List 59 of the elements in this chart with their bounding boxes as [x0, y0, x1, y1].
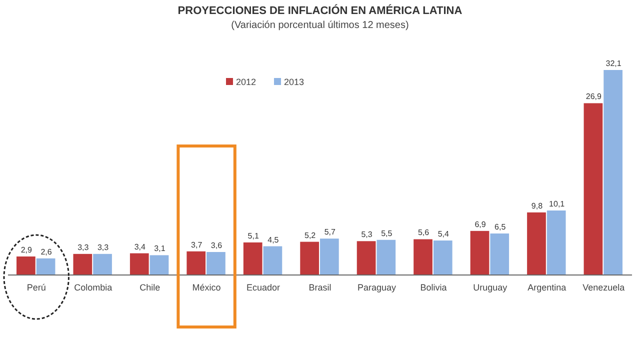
- bar: [93, 254, 112, 275]
- bar: [150, 255, 169, 275]
- x-tick-label: México: [192, 282, 221, 292]
- bar: [433, 240, 452, 275]
- x-tick-label: Paraguay: [357, 282, 396, 292]
- data-label: 3,4: [134, 242, 146, 252]
- data-label: 32,1: [606, 59, 622, 68]
- bar: [604, 70, 622, 275]
- bar: [300, 242, 319, 275]
- data-label: 5,6: [418, 228, 430, 238]
- legend-label: 2012: [236, 77, 256, 87]
- data-label: 6,5: [494, 222, 506, 232]
- data-label: 9,8: [531, 201, 544, 210]
- legend-label: 2013: [284, 77, 304, 87]
- data-label: 5,4: [438, 230, 450, 239]
- data-label: 5,2: [304, 230, 316, 240]
- x-tick-label: Ecuador: [246, 282, 280, 292]
- data-label: 5,1: [248, 231, 260, 240]
- data-label: 2,9: [20, 245, 33, 254]
- bar: [130, 253, 149, 275]
- bar: [73, 254, 92, 275]
- bar: [470, 230, 490, 275]
- x-tick-label: Chile: [140, 282, 160, 292]
- bar: [320, 238, 339, 275]
- data-label: 3,1: [154, 244, 166, 254]
- data-label: 2,6: [40, 247, 52, 256]
- data-label: 10,1: [549, 200, 566, 208]
- x-tick-label: Perú: [26, 282, 46, 292]
- data-label: 3,7: [191, 240, 203, 250]
- bar: [527, 212, 546, 275]
- data-label: 5,7: [324, 228, 336, 237]
- data-label: 6,9: [474, 220, 486, 229]
- chart-title: PROYECCIONES DE INFLACIÓN EN AMÉRICA LATINA: [178, 4, 462, 17]
- chart-subtitle: (Variación porcentual últimos 12 meses): [231, 20, 409, 31]
- bar: [356, 241, 376, 275]
- bar: [414, 239, 432, 275]
- data-label: 3,6: [210, 241, 223, 250]
- data-label: 5,5: [381, 228, 393, 238]
- x-tick-label: Uruguay: [473, 282, 508, 292]
- bar: [546, 210, 566, 275]
- data-label: 5,3: [361, 230, 373, 240]
- data-label: 3,3: [97, 242, 110, 252]
- x-tick-label: Bolivia: [420, 282, 447, 292]
- bar: [36, 258, 56, 275]
- x-tick-label: Argentina: [528, 282, 566, 292]
- bar: [206, 252, 226, 275]
- bar: [263, 246, 282, 275]
- bar: [186, 251, 206, 275]
- data-label: 26,9: [586, 92, 602, 102]
- data-label: 4,5: [268, 235, 280, 244]
- x-tick-label: Brasil: [308, 282, 332, 292]
- data-label: 3,3: [78, 242, 90, 252]
- x-tick-label: Colombia: [74, 282, 112, 292]
- bar: [490, 233, 510, 275]
- bar: [16, 256, 36, 275]
- bar: [243, 242, 262, 275]
- bar: [584, 103, 603, 275]
- x-tick-label: Venezuela: [582, 282, 625, 292]
- bar: [376, 240, 396, 275]
